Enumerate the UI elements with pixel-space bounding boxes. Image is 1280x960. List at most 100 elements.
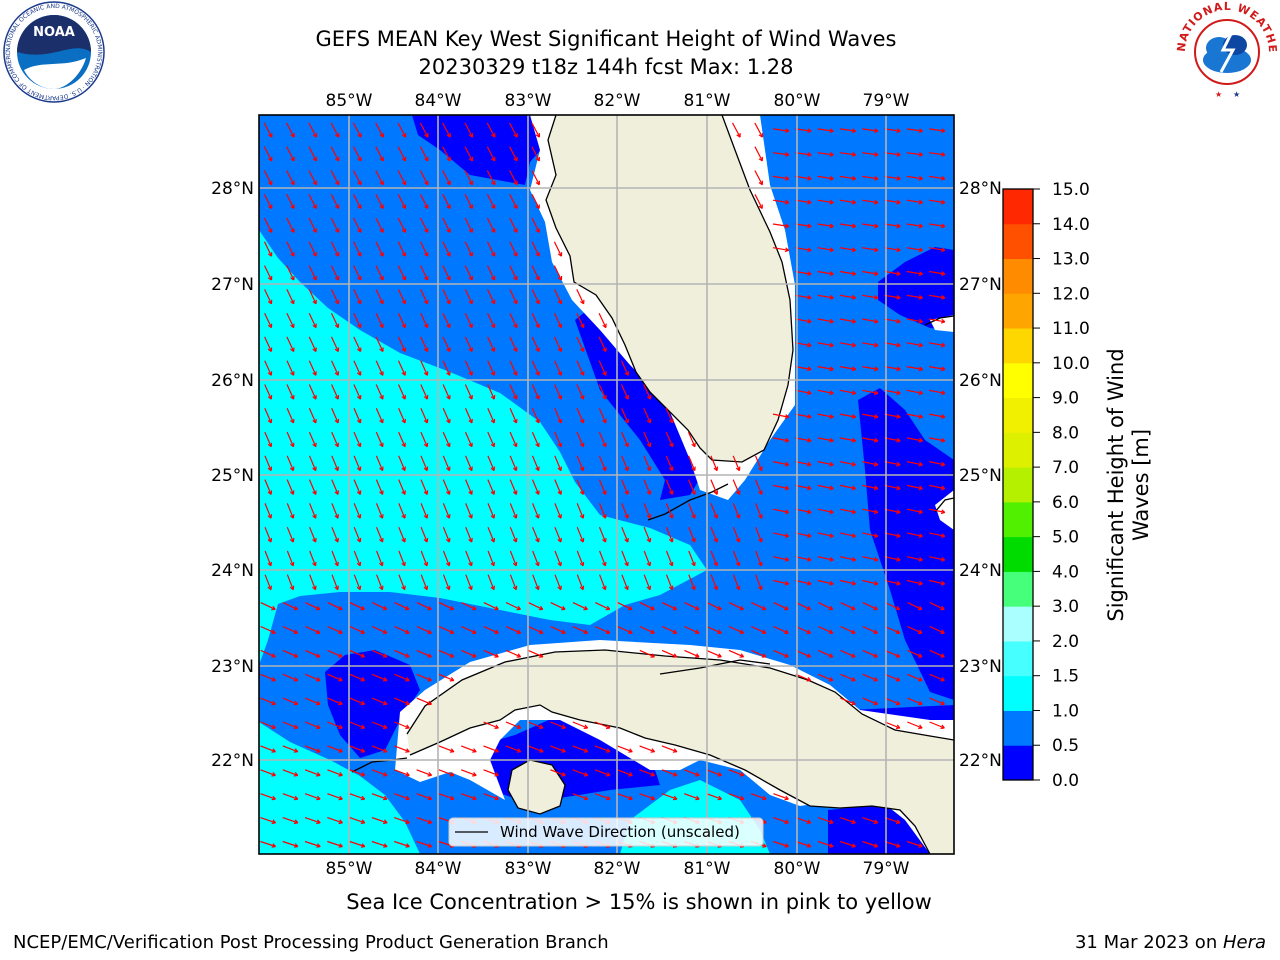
wind-wave-arrowhead	[535, 372, 540, 376]
wind-wave-arrow	[862, 199, 879, 204]
wind-wave-arrow	[509, 265, 518, 281]
wind-wave-arrow	[487, 479, 495, 495]
wind-wave-arrow	[929, 673, 945, 682]
wind-wave-arrow	[416, 697, 432, 705]
wind-wave-arrow	[264, 503, 272, 519]
lat-label: 27°N	[959, 275, 1002, 295]
wind-wave-arrowhead	[424, 134, 429, 138]
wind-wave-arrowhead	[535, 491, 540, 495]
wind-wave-arrow	[487, 431, 495, 447]
wind-wave-arrowhead	[561, 845, 566, 848]
wind-wave-arrow	[304, 673, 321, 682]
wind-wave-arrow	[420, 479, 428, 495]
wind-wave-arrowhead	[357, 277, 362, 281]
wind-wave-arrow	[509, 194, 518, 209]
wind-wave-arrowhead	[289, 539, 294, 543]
wind-wave-arrow	[305, 602, 321, 610]
wind-wave-arrowhead	[446, 301, 451, 305]
wind-wave-arrow	[353, 503, 361, 519]
wind-wave-arrowhead	[646, 515, 651, 519]
wind-wave-arrow	[862, 602, 878, 610]
wind-wave-arrow	[572, 625, 588, 634]
wind-wave-arrow	[309, 503, 317, 519]
wind-wave-arrow	[349, 769, 365, 776]
wind-wave-arrowhead	[334, 277, 339, 281]
wind-wave-arrow	[576, 479, 584, 495]
wind-wave-arrowhead	[513, 372, 517, 376]
wind-wave-arrowhead	[784, 583, 789, 586]
wind-wave-arrow	[839, 413, 856, 418]
wind-wave-arrow	[928, 318, 946, 323]
wind-wave-arrow	[928, 437, 946, 442]
wind-wave-arrow	[394, 817, 410, 824]
wind-wave-arrowhead	[851, 845, 856, 848]
wind-wave-arrow	[371, 673, 388, 682]
wind-wave-arrow	[465, 574, 473, 590]
wind-wave-arrowhead	[472, 845, 477, 848]
wind-wave-arrow	[438, 649, 454, 658]
wind-wave-arrowhead	[334, 491, 339, 495]
wind-wave-arrow	[907, 649, 923, 658]
wind-wave-arrow	[817, 175, 834, 180]
wind-wave-arrowhead	[513, 420, 517, 424]
wind-wave-arrow	[906, 294, 923, 299]
wind-wave-arrowhead	[468, 467, 473, 472]
wind-wave-arrow	[572, 769, 588, 776]
wind-wave-arrow	[260, 697, 276, 705]
wind-wave-arrowhead	[829, 321, 834, 324]
wind-wave-arrow	[884, 602, 900, 610]
wind-wave-arrow	[751, 649, 767, 658]
wind-wave-arrow	[509, 241, 518, 257]
wind-wave-arrowhead	[379, 467, 383, 472]
wind-wave-arrowhead	[539, 845, 544, 848]
wind-wave-arrow	[420, 336, 429, 352]
wind-wave-arrow	[884, 318, 901, 323]
wind-wave-arrow	[286, 574, 294, 590]
wind-wave-arrow	[282, 721, 298, 729]
wind-wave-arrow	[576, 336, 585, 352]
wind-wave-arrowhead	[289, 515, 294, 519]
wind-wave-arrowhead	[446, 372, 451, 376]
wind-wave-arrowhead	[468, 324, 473, 329]
wind-wave-arrowhead	[446, 491, 450, 495]
wind-wave-arrowhead	[360, 845, 365, 848]
wind-wave-arrow	[884, 579, 901, 585]
wind-wave-arrow	[442, 526, 450, 543]
wind-wave-arrow	[862, 840, 878, 848]
wind-wave-arrow	[706, 625, 722, 634]
wind-wave-arrow	[929, 461, 945, 466]
wind-wave-arrow	[710, 574, 718, 590]
wind-wave-arrow	[598, 526, 607, 543]
wind-wave-arrowhead	[494, 774, 499, 777]
wind-wave-arrow	[416, 602, 432, 610]
wind-wave-arrowhead	[896, 321, 901, 324]
wind-wave-arrowhead	[918, 488, 923, 491]
wind-wave-arrow	[884, 508, 901, 513]
wind-wave-arrow	[773, 817, 789, 824]
wind-wave-arrowhead	[739, 798, 744, 801]
wind-wave-arrowhead	[356, 443, 361, 448]
wind-wave-arrow	[817, 461, 834, 466]
wind-wave-arrow	[554, 431, 562, 447]
lon-label: 85°W	[326, 859, 373, 879]
wind-wave-arrowhead	[490, 301, 495, 305]
wind-wave-arrowhead	[494, 845, 499, 848]
wind-wave-arrow	[442, 431, 451, 447]
wind-wave-arrowhead	[312, 443, 317, 448]
wind-wave-arrow	[929, 152, 945, 156]
wind-wave-arrowhead	[784, 464, 789, 467]
wind-wave-arrow	[308, 241, 317, 257]
wind-wave-arrow	[929, 294, 945, 299]
wind-wave-arrow	[397, 146, 407, 162]
wind-wave-arrow	[286, 503, 294, 519]
wind-wave-arrow	[531, 384, 540, 400]
wind-wave-arrow	[594, 769, 611, 776]
wind-wave-arrowhead	[401, 229, 406, 233]
wind-wave-arrowhead	[561, 774, 566, 777]
wind-wave-arrow	[862, 223, 879, 227]
wind-wave-arrow	[264, 479, 272, 495]
wind-wave-arrow	[621, 574, 629, 590]
wind-wave-arrowhead	[446, 229, 451, 233]
wind-wave-arrowhead	[602, 324, 607, 329]
wind-wave-arrow	[375, 265, 384, 281]
